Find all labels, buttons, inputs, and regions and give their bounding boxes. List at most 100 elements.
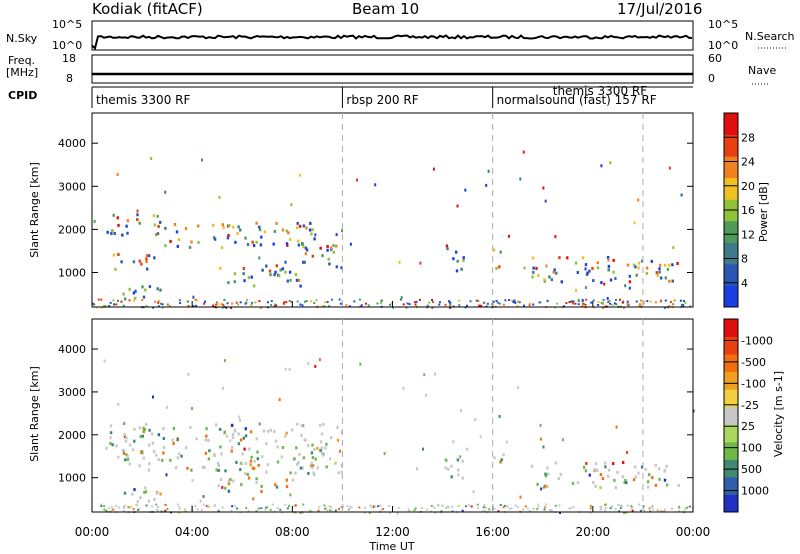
- range-cell: [106, 230, 109, 234]
- range-cell: [321, 305, 324, 308]
- range-cell: [175, 466, 178, 470]
- range-cell: [589, 504, 592, 507]
- range-cell: [152, 449, 156, 453]
- range-cell: [260, 235, 263, 239]
- range-cell: [630, 507, 633, 510]
- range-cell: [581, 302, 584, 305]
- range-cell: [498, 265, 501, 269]
- range-cell: [230, 509, 233, 512]
- range-cell: [216, 461, 220, 465]
- range-cell: [552, 270, 555, 274]
- range-cell: [166, 507, 169, 510]
- range-cell: [111, 508, 114, 511]
- range-cell: [665, 464, 668, 468]
- range-cell: [275, 485, 279, 489]
- range-cell: [682, 304, 685, 307]
- range-cell: [426, 508, 429, 511]
- range-cell: [596, 469, 599, 473]
- range-cell: [239, 228, 242, 232]
- range-cell: [319, 440, 323, 444]
- range-cell: [684, 301, 687, 304]
- range-cell: [326, 301, 329, 303]
- range-cell: [330, 246, 332, 250]
- range-cell: [176, 503, 179, 506]
- range-cell: [446, 505, 449, 508]
- range-cell: [157, 225, 160, 228]
- range-cell: [372, 506, 375, 508]
- range-cell: [519, 495, 522, 499]
- colorbar-tick-label: 500: [741, 463, 762, 476]
- range-cell: [173, 223, 177, 226]
- range-cell: [284, 434, 287, 438]
- range-cell: [416, 467, 418, 471]
- range-cell: [637, 471, 640, 475]
- range-cell: [594, 462, 597, 466]
- range-cell: [195, 299, 198, 302]
- range-cell: [635, 300, 638, 303]
- range-cell: [303, 260, 306, 264]
- range-cell: [623, 480, 626, 484]
- range-cell: [100, 306, 103, 309]
- range-cell: [671, 263, 674, 267]
- range-cell: [493, 456, 496, 460]
- y-tick-label: 4000: [58, 343, 86, 356]
- range-cell: [123, 504, 126, 507]
- range-cell: [156, 287, 159, 291]
- range-cell: [302, 260, 305, 264]
- range-cell: [233, 504, 236, 507]
- range-cell: [455, 250, 458, 254]
- range-cell: [233, 272, 237, 276]
- range-cell: [368, 511, 371, 514]
- range-cell: [617, 504, 620, 507]
- range-cell: [566, 256, 569, 260]
- range-cell: [619, 298, 621, 301]
- range-cell: [514, 504, 517, 507]
- range-cell: [219, 266, 222, 270]
- range-cell: [328, 505, 331, 508]
- range-cell: [657, 509, 660, 512]
- range-cell: [186, 300, 189, 303]
- range-cell: [199, 499, 202, 503]
- range-cell: [622, 461, 625, 464]
- range-cell: [176, 244, 179, 248]
- range-cell: [532, 266, 535, 270]
- range-cell: [643, 509, 646, 512]
- range-cell: [151, 505, 154, 508]
- range-cell: [189, 425, 192, 429]
- range-cell: [656, 274, 659, 277]
- range-cell: [239, 468, 242, 472]
- x-tick-label: 08:00: [275, 525, 310, 539]
- range-cell: [543, 278, 546, 282]
- range-cell: [157, 301, 160, 305]
- range-cell: [217, 303, 219, 306]
- range-cell: [153, 256, 156, 260]
- range-cell: [334, 461, 337, 465]
- range-cell: [262, 429, 266, 433]
- range-cell: [175, 230, 179, 234]
- range-cell: [308, 228, 312, 232]
- colorbar-tick-label: 12: [741, 228, 755, 241]
- range-cell: [539, 437, 542, 441]
- range-cell: [325, 465, 328, 469]
- range-cell: [638, 503, 641, 506]
- range-cell: [115, 444, 118, 448]
- range-cell: [340, 464, 343, 468]
- range-cell: [157, 458, 160, 461]
- range-cell: [249, 430, 253, 434]
- range-cell: [487, 169, 490, 173]
- range-cell: [347, 508, 350, 511]
- range-cell: [302, 245, 305, 249]
- range-cell: [296, 462, 299, 466]
- range-cell: [314, 364, 317, 368]
- range-cell: [546, 485, 549, 489]
- range-cell: [423, 373, 426, 377]
- range-cell: [374, 183, 377, 187]
- colorbar-tick-label: 20: [741, 180, 755, 193]
- range-cell: [152, 395, 154, 399]
- range-cell: [413, 509, 416, 512]
- range-cell: [180, 454, 183, 458]
- range-cell: [162, 427, 165, 431]
- range-cell: [389, 511, 392, 514]
- range-cell: [505, 505, 508, 508]
